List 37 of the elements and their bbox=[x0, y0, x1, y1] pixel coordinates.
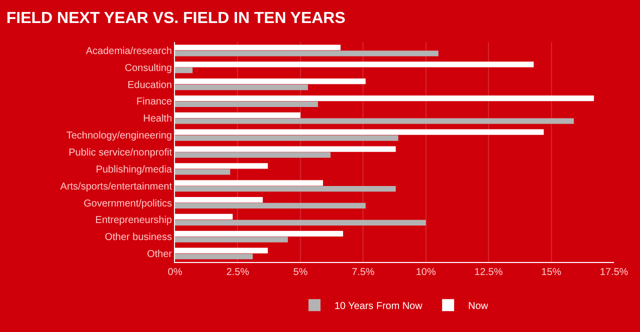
y-tick-label: Consulting bbox=[124, 62, 172, 74]
bar bbox=[175, 254, 253, 260]
bar bbox=[175, 101, 318, 108]
x-tick-label: 7.5% bbox=[352, 267, 375, 278]
bar bbox=[175, 84, 308, 90]
x-tick-label: 12.5% bbox=[474, 267, 503, 278]
bar bbox=[175, 236, 288, 242]
bar bbox=[175, 186, 396, 192]
bar bbox=[175, 202, 366, 209]
x-tick-label: 15% bbox=[541, 267, 562, 278]
y-tick-label: Academia/research bbox=[86, 46, 172, 57]
bar bbox=[175, 135, 398, 141]
x-tick-label: 0% bbox=[168, 267, 182, 278]
bar bbox=[175, 68, 193, 74]
x-tick-label: 10% bbox=[416, 267, 436, 278]
y-tick-label: Health bbox=[143, 114, 172, 125]
y-tick-label: Government/politics bbox=[84, 198, 172, 210]
bar bbox=[175, 118, 574, 124]
y-tick-label: Entrepreneurship bbox=[95, 215, 172, 226]
y-tick-label: Technology/engineering bbox=[66, 130, 172, 142]
chart-title: FIELD NEXT YEAR VS. FIELD IN TEN YEARS bbox=[6, 10, 346, 27]
bar bbox=[175, 50, 438, 56]
y-tick-label: Public service/nonprofit bbox=[68, 148, 172, 158]
y-tick-label: Finance bbox=[136, 96, 172, 108]
x-tick-label: 5% bbox=[293, 267, 308, 278]
bar bbox=[175, 169, 230, 175]
x-tick-label: 2.5% bbox=[226, 267, 250, 278]
y-tick-label: Arts/sports/entertainment bbox=[60, 181, 172, 192]
y-tick-label: Education bbox=[128, 80, 172, 91]
bar bbox=[175, 152, 331, 158]
y-tick-label: Other bbox=[146, 249, 173, 260]
legend-label: Now bbox=[468, 301, 489, 312]
x-tick-label: 17.5% bbox=[600, 267, 628, 278]
y-tick-label: Other business bbox=[104, 232, 172, 244]
legend-label: 10 Years From Now bbox=[334, 301, 424, 312]
y-tick-label: Publishing/media bbox=[96, 164, 172, 176]
bar bbox=[175, 220, 426, 226]
